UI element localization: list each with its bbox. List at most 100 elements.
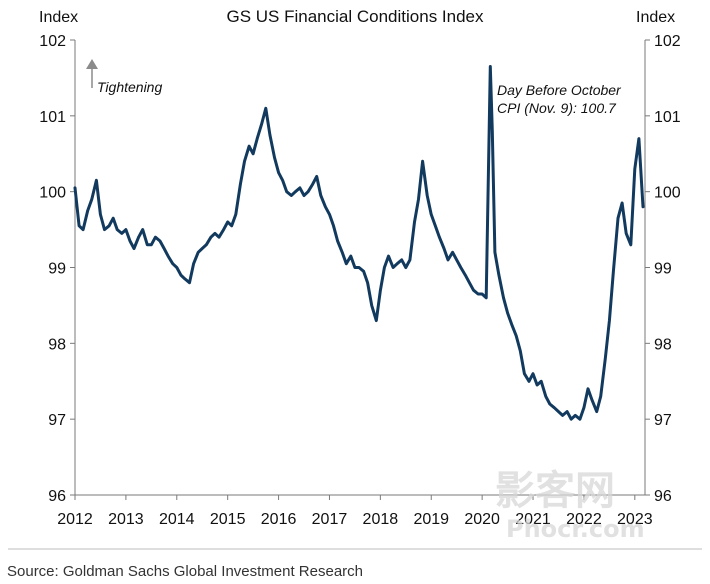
left-y-tick-label: 101: [39, 109, 66, 126]
data-point: [167, 255, 169, 257]
data-point: [193, 263, 195, 265]
data-point: [549, 403, 551, 405]
data-point: [638, 138, 640, 140]
data-point: [401, 259, 403, 261]
cpi-annotation: Day Before October CPI (Nov. 9): 100.7: [497, 82, 622, 116]
left-y-tick-label: 100: [39, 185, 66, 202]
data-point: [494, 252, 496, 254]
data-point: [388, 255, 390, 257]
x-tick-label: 2021: [515, 511, 551, 528]
data-point: [380, 289, 382, 291]
data-point: [282, 180, 284, 182]
data-point: [231, 225, 233, 227]
source-text: Source: Goldman Sachs Global Investment …: [7, 563, 363, 580]
data-point: [269, 134, 271, 136]
data-point: [125, 229, 127, 231]
data-point: [325, 206, 327, 208]
data-point: [87, 210, 89, 212]
right-y-tick-label: 96: [654, 488, 672, 505]
data-point: [469, 282, 471, 284]
data-point: [256, 138, 258, 140]
data-point: [490, 66, 492, 68]
data-point: [430, 214, 432, 216]
data-point: [443, 248, 445, 250]
data-point: [613, 271, 615, 273]
data-point: [562, 415, 564, 417]
data-point: [414, 221, 416, 223]
data-point: [460, 267, 462, 269]
x-tick-label: 2015: [210, 511, 246, 528]
data-point: [452, 252, 454, 254]
data-point: [312, 183, 314, 185]
data-point: [367, 282, 369, 284]
data-point: [197, 252, 199, 254]
data-point: [485, 297, 487, 299]
data-point: [642, 206, 644, 208]
data-point: [82, 229, 84, 231]
data-point: [396, 263, 398, 265]
data-point: [235, 214, 237, 216]
left-y-tick-label: 99: [48, 261, 66, 278]
data-point: [422, 161, 424, 163]
data-point: [507, 312, 509, 314]
data-point: [333, 225, 335, 227]
data-point: [426, 195, 428, 197]
data-point: [155, 236, 157, 238]
x-tick-label: 2013: [108, 511, 144, 528]
tightening-label: Tightening: [97, 79, 162, 95]
x-tick-label: 2023: [617, 511, 653, 528]
x-tick-label: 2018: [363, 511, 399, 528]
data-point: [320, 195, 322, 197]
data-point: [112, 217, 114, 219]
left-y-tick-label: 96: [48, 488, 66, 505]
cpi-annotation-line2: CPI (Nov. 9): 100.7: [497, 100, 617, 116]
data-point: [545, 396, 547, 398]
right-y-axis-label: Index: [636, 9, 675, 26]
data-point: [515, 335, 517, 337]
data-point: [265, 108, 267, 110]
x-tick-label: 2019: [413, 511, 449, 528]
data-point: [384, 267, 386, 269]
data-point: [74, 187, 76, 189]
cpi-annotation-line1: Day Before October: [497, 82, 622, 98]
right-y-tick-label: 100: [654, 185, 681, 202]
data-point: [295, 191, 297, 193]
data-point: [596, 411, 598, 413]
data-point: [354, 267, 356, 269]
right-y-tick-label: 97: [654, 412, 672, 429]
data-point: [392, 267, 394, 269]
data-point: [376, 320, 378, 322]
data-point: [566, 411, 568, 413]
data-point: [133, 248, 135, 250]
data-point: [511, 324, 513, 326]
watermark-latin: Phocr.com: [506, 515, 645, 543]
financial-conditions-line: [73, 65, 645, 421]
data-point: [358, 267, 360, 269]
right-y-tick-label: 101: [654, 109, 681, 126]
data-point: [91, 198, 93, 200]
tightening-annotation: Tightening: [86, 59, 162, 95]
data-point: [100, 214, 102, 216]
data-point: [337, 240, 339, 242]
tick-group: 96 96 97 97 98 98 99 99 100 100 101 101 102 102 2012 20…: [39, 33, 681, 528]
x-tick-label: 2022: [566, 511, 602, 528]
data-point: [261, 123, 263, 125]
data-point: [286, 191, 288, 193]
data-point: [278, 172, 280, 174]
left-y-tick-label: 102: [39, 33, 66, 50]
data-point: [108, 225, 110, 227]
x-tick-label: 2014: [159, 511, 195, 528]
data-point: [498, 274, 500, 276]
data-point: [96, 180, 98, 182]
data-point: [129, 240, 131, 242]
data-point: [248, 145, 250, 147]
data-point: [184, 278, 186, 280]
data-point: [409, 259, 411, 261]
watermark: 影客网 Phocr.com: [495, 468, 645, 543]
data-point: [600, 396, 602, 398]
data-point: [121, 233, 123, 235]
data-point: [621, 202, 623, 204]
data-point: [218, 236, 220, 238]
data-point: [605, 358, 607, 360]
